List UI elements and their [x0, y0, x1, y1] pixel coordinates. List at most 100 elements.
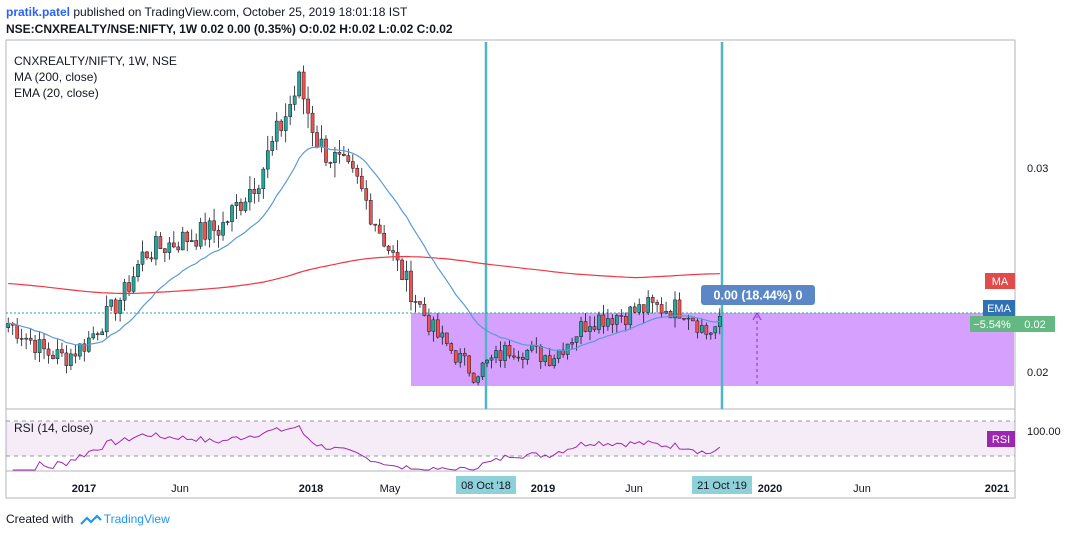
candle-body [243, 201, 248, 211]
candle-body [225, 221, 230, 223]
candle-body [682, 317, 686, 320]
publish-info: pratik.patel published on TradingView.co… [6, 5, 407, 20]
candle-body [69, 353, 73, 366]
candle-body [37, 339, 42, 353]
author-link[interactable]: pratik.patel [6, 5, 71, 19]
candle-body [64, 352, 69, 366]
candle-body [19, 338, 24, 340]
candle-body [386, 245, 391, 251]
candle-body [140, 251, 145, 265]
candle-body [100, 331, 105, 336]
candle-body [248, 189, 252, 203]
candle-body [436, 319, 440, 338]
candle-body [440, 332, 445, 338]
candle-body [73, 353, 78, 357]
candle-body [489, 357, 494, 361]
candle-body [78, 343, 82, 357]
candle-body [194, 240, 199, 247]
candle-body [427, 315, 431, 332]
candle-body [265, 150, 270, 170]
candle-body [597, 314, 601, 330]
candlestick-series [6, 65, 722, 386]
ma-tag-label: MA [992, 276, 1009, 288]
candle-body [324, 138, 328, 163]
candle-body [203, 222, 207, 240]
candle-body [145, 251, 149, 259]
x-tick-label: 2018 [299, 483, 323, 495]
candle-body [695, 320, 700, 333]
candle-body [418, 301, 422, 305]
candle-body [664, 311, 668, 314]
candle-body [279, 120, 284, 131]
symbol-legend: CNXREALTY/NIFTY, 1W, NSE [14, 54, 177, 68]
ma-price-tag [985, 273, 1015, 289]
candle-body [377, 224, 382, 234]
change-price-tag [970, 316, 1015, 332]
candle-body [337, 152, 342, 155]
candle-body [521, 357, 525, 360]
candle-body [606, 318, 610, 327]
candle-body [632, 306, 637, 313]
candle-body [431, 319, 436, 332]
rsi-line [12, 425, 721, 471]
candle-body [328, 162, 333, 164]
candle-body [547, 355, 552, 367]
candle-body [270, 140, 275, 151]
candle-body [333, 152, 337, 163]
candle-body [198, 222, 203, 247]
candle-body [252, 189, 257, 194]
rsi-tag-label: RSI [992, 434, 1010, 446]
candle-body [234, 202, 239, 206]
candle-body [350, 161, 355, 169]
candle-body [342, 153, 346, 156]
candle-body [212, 220, 216, 231]
candle-body [91, 333, 96, 339]
candle-body [570, 342, 574, 345]
candle-body [359, 175, 364, 189]
candle-body [261, 168, 266, 189]
candle-body [610, 318, 615, 325]
rsi-band [6, 421, 1015, 456]
candle-body [391, 250, 395, 253]
candle-body [525, 349, 530, 360]
start-date-badge [456, 476, 516, 494]
measure-label: 0.00 (18.44%) 0 [714, 289, 803, 303]
ema-legend: EMA (20, close) [14, 86, 99, 100]
candle-body [315, 132, 319, 148]
ma-legend: MA (200, close) [14, 70, 97, 84]
rsi-legend: RSI (14, close) [14, 421, 93, 435]
candle-body [552, 358, 557, 367]
end-date-badge [692, 476, 752, 494]
candle-body [507, 345, 512, 357]
price-range-box[interactable] [411, 313, 1014, 386]
measure-label-box[interactable] [701, 285, 815, 305]
x-tick-label: 2017 [72, 483, 96, 495]
candle-body [556, 349, 561, 359]
candle-body [301, 71, 306, 100]
last-price-tag [1015, 316, 1055, 332]
candle-body [24, 337, 28, 340]
candle-body [615, 315, 619, 325]
candle-body [239, 202, 243, 211]
tradingview-brand-link[interactable]: TradingView [103, 512, 170, 526]
candle-body [274, 120, 279, 142]
candle-body [619, 315, 624, 317]
tradingview-logo-icon [79, 514, 102, 525]
candle-body [60, 349, 64, 354]
rsi-axis-label: 100.00 [1027, 426, 1061, 438]
candle-body [154, 236, 158, 260]
candle-body [444, 332, 449, 344]
candle-body [310, 112, 315, 133]
candle-body [230, 205, 234, 222]
candle-body [364, 188, 369, 201]
candle-body [158, 236, 163, 249]
candle-body [283, 116, 288, 131]
x-tick-label: 2021 [985, 483, 1009, 495]
candle-body [494, 350, 498, 359]
candle-body [574, 336, 579, 343]
candle-body [373, 223, 378, 226]
candle-body [498, 350, 503, 361]
candle-body [55, 349, 60, 359]
candle-body [185, 231, 190, 243]
